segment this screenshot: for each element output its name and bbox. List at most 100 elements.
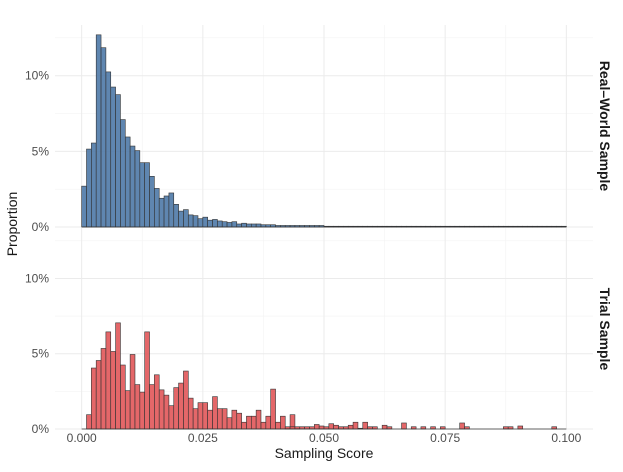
x-tick-label: 0.050 (309, 431, 339, 445)
trial-bar (275, 421, 281, 430)
trial-bar (178, 382, 184, 430)
real-world-bar (134, 150, 141, 228)
trial-bar (260, 421, 267, 430)
y-tick-label: 5% (32, 347, 50, 361)
trial-bar (139, 391, 145, 430)
trial-bar (129, 354, 136, 430)
real-world-bar (124, 136, 131, 228)
trial-bar (250, 415, 257, 430)
trial-bar (212, 396, 218, 430)
real-world-bar (95, 34, 102, 228)
trial-bar (86, 414, 92, 430)
y-tick-label: 10% (25, 271, 49, 285)
trial-bar (241, 421, 247, 430)
real-world-bar (91, 142, 97, 228)
trial-bar (314, 424, 320, 430)
trial-bar (318, 425, 325, 430)
bar-layer (81, 34, 567, 430)
real-world-bar (202, 216, 208, 228)
y-axis-title: Proportion (4, 192, 20, 257)
trial-bar (226, 417, 233, 430)
trial-bar (154, 374, 160, 430)
real-world-bar (149, 176, 155, 228)
trial-bar (163, 394, 170, 430)
trial-bar (333, 424, 339, 430)
trial-bar (173, 387, 179, 430)
trial-bar (110, 351, 116, 430)
real-world-bar (154, 188, 160, 228)
trial-bar (236, 412, 242, 430)
y-tick-label: 0% (32, 220, 50, 234)
trial-bar (362, 421, 368, 430)
trial-bar (265, 415, 271, 430)
real-world-bar (221, 221, 228, 228)
real-world-bar (100, 47, 107, 228)
trial-bar (401, 422, 407, 430)
trial-bar (280, 415, 286, 430)
trial-bar (192, 408, 199, 430)
real-world-bar (197, 218, 204, 228)
trial-bar (183, 370, 189, 430)
trial-bar (120, 364, 126, 430)
trial-bar (124, 390, 131, 430)
trial-bar (255, 409, 262, 430)
x-tick-label: 0.000 (67, 431, 97, 445)
real-world-bar (236, 223, 242, 228)
trial-bar (95, 360, 102, 430)
trial-bar (381, 424, 388, 430)
y-tick-label: 10% (25, 69, 49, 83)
real-world-bar (115, 94, 121, 228)
x-tick-label: 0.100 (551, 431, 581, 445)
real-world-bar (183, 209, 189, 228)
real-world-bar (250, 223, 257, 228)
trial-bar (91, 367, 97, 430)
real-world-bar (120, 119, 126, 228)
real-world-bar (81, 185, 87, 228)
real-world-bar (173, 204, 179, 228)
trial-bar (202, 402, 208, 430)
real-world-bar (139, 162, 145, 228)
trial-bar (115, 322, 121, 430)
trial-bar (144, 331, 150, 430)
trial-bar (217, 408, 223, 430)
trial-bar (328, 423, 334, 430)
real-world-bar (226, 222, 233, 228)
real-world-bar (144, 162, 150, 228)
real-world-bar (246, 223, 252, 228)
trial-bar (100, 348, 107, 430)
real-world-bar (217, 220, 223, 228)
trial-bar (168, 405, 175, 430)
real-world-bar (207, 219, 213, 228)
trial-bar (221, 408, 228, 430)
real-world-bar (192, 215, 199, 228)
real-world-bar (187, 214, 194, 228)
real-world-bar (163, 195, 170, 228)
trial-bar (231, 409, 238, 430)
real-world-bar (212, 219, 218, 228)
trial-bar (197, 402, 204, 430)
trial-bar (158, 389, 165, 430)
trial-bar (149, 384, 155, 430)
trial-bar (246, 415, 252, 430)
real-world-bar (129, 145, 136, 228)
x-tick-label: 0.025 (188, 431, 218, 445)
trial-bar (517, 425, 524, 430)
trial-bar (134, 384, 141, 430)
x-tick-label: 0.075 (430, 431, 460, 445)
trial-bar (352, 421, 359, 430)
trial-bar (459, 422, 465, 430)
real-world-bar (110, 86, 116, 228)
real-world-bar (241, 222, 247, 228)
y-tick-label: 5% (32, 144, 50, 158)
real-world-bar (105, 71, 112, 228)
tick-layer: 0% 5% 10% 0% 5% 10% 0.000 0.025 0.050 0.075 0.100 (25, 69, 582, 445)
real-world-bar (168, 192, 175, 228)
strip-label-trial: Trial Sample (597, 288, 613, 371)
real-world-bar (158, 197, 165, 228)
trial-bar (347, 424, 354, 430)
real-world-bar (255, 223, 262, 228)
real-world-bar (178, 210, 184, 228)
y-tick-label: 0% (32, 422, 50, 436)
